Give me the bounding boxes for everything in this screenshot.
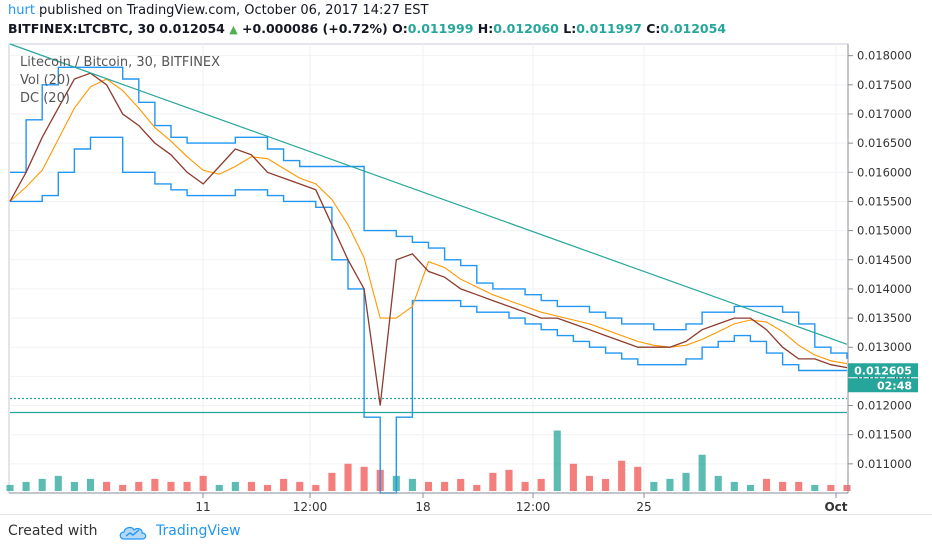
volume-bar — [280, 479, 287, 491]
y-axis-ticks: 0.018000 0.017500 0.017000 0.016500 0.016000… — [848, 49, 912, 471]
volume-bar — [441, 482, 448, 491]
tradingview-cloud-icon[interactable] — [118, 523, 148, 541]
volume-bar — [457, 479, 464, 491]
volume-bar — [135, 482, 142, 491]
volume-bar — [232, 482, 239, 491]
x-tick-label: 25 — [636, 500, 651, 514]
volume-bar — [87, 479, 94, 491]
volume-bar — [522, 482, 529, 491]
y-tick-label: 0.015500 — [857, 194, 912, 208]
volume-bar — [361, 467, 368, 491]
volume-bar — [602, 479, 609, 491]
created-with-text: Created with — [8, 523, 98, 539]
volume-bar — [264, 485, 271, 491]
volume-bar — [6, 485, 13, 491]
x-tick-label: 11 — [195, 500, 210, 514]
volume-bar — [570, 464, 577, 491]
volume-bar — [248, 482, 255, 491]
volume-bar — [618, 461, 625, 491]
volume-bar — [811, 485, 818, 491]
volume-bar — [731, 482, 738, 491]
legend-dc[interactable]: DC (20) — [20, 91, 70, 106]
volume-bar — [55, 476, 62, 491]
volume-bar — [119, 485, 126, 491]
volume-bar — [425, 482, 432, 491]
volume-bar — [216, 485, 223, 491]
volume-bar — [71, 482, 78, 491]
volume-bar — [538, 479, 545, 491]
footer-bar: Created with TradingView — [0, 514, 932, 551]
y-tick-label: 0.012000 — [857, 399, 912, 413]
x-tick-label: 12:00 — [293, 500, 328, 514]
volume-bar — [473, 485, 480, 491]
volume-bar — [699, 455, 706, 491]
volume-bar — [344, 464, 351, 491]
volume-bar — [200, 476, 207, 491]
volume-bar — [795, 482, 802, 491]
x-axis-ticks: 11 12:00 18 12:00 25 Oct — [195, 493, 847, 514]
price-chart[interactable]: 0.018000 0.017500 0.017000 0.016500 0.016000… — [0, 0, 932, 514]
y-tick-label: 0.011000 — [857, 457, 912, 471]
x-tick-label: 18 — [415, 500, 430, 514]
volume-bar — [666, 479, 673, 491]
volume-bar — [779, 482, 786, 491]
volume-bar — [103, 482, 110, 491]
countdown-label-text: 02:48 — [877, 379, 912, 392]
volume-bar — [747, 485, 754, 491]
y-tick-label: 0.014500 — [857, 253, 912, 267]
volume-bar — [827, 485, 834, 491]
x-tick-label: 12:00 — [516, 500, 551, 514]
legend-title: Litecoin / Bitcoin, 30, BITFINEX — [20, 55, 220, 70]
volume-bar — [39, 479, 46, 491]
volume-bar — [843, 485, 850, 491]
volume-bar — [23, 482, 30, 491]
volume-bar — [184, 482, 191, 491]
volume-bar — [554, 431, 561, 492]
y-tick-label: 0.017500 — [857, 78, 912, 92]
chart-pane — [9, 44, 848, 493]
volume-bar — [763, 479, 770, 491]
y-tick-label: 0.013000 — [857, 340, 912, 354]
y-tick-label: 0.011500 — [857, 428, 912, 442]
volume-bar — [682, 473, 689, 491]
x-tick-label: Oct — [824, 500, 847, 514]
volume-bar — [650, 482, 657, 491]
y-tick-label: 0.013500 — [857, 311, 912, 325]
volume-bar — [634, 467, 641, 491]
volume-bar — [715, 476, 722, 491]
volume-bar — [328, 473, 335, 491]
y-tick-label: 0.016500 — [857, 136, 912, 150]
volume-bar — [409, 479, 416, 491]
y-tick-label: 0.014000 — [857, 282, 912, 296]
volume-bar — [586, 476, 593, 491]
legend-vol[interactable]: Vol (20) — [20, 73, 70, 88]
tradingview-brand[interactable]: TradingView — [156, 523, 241, 539]
volume-bar — [505, 470, 512, 491]
price-label-text: 0.012605 — [854, 364, 912, 377]
volume-bar — [489, 473, 496, 491]
volume-bar — [296, 482, 303, 491]
y-tick-label: 0.015000 — [857, 224, 912, 238]
y-tick-label: 0.017000 — [857, 107, 912, 121]
volume-bar — [167, 482, 174, 491]
y-tick-label: 0.016000 — [857, 165, 912, 179]
volume-bar — [151, 479, 158, 491]
y-tick-label: 0.018000 — [857, 49, 912, 63]
volume-bar — [312, 485, 319, 491]
